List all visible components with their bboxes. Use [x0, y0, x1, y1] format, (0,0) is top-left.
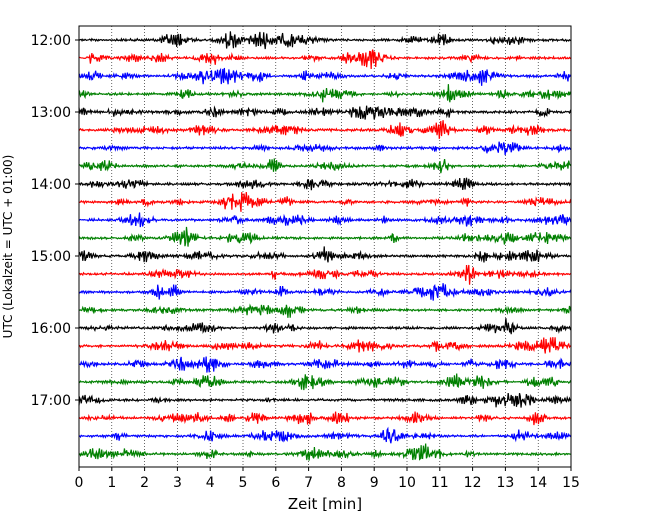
x-tick-label-10: 10: [398, 475, 416, 491]
trace-1545: [78, 303, 572, 318]
x-tick-label-5: 5: [239, 475, 248, 491]
x-axis-ticks: 0 1 2 3 4 5 6 7 8 9 10 11 12 13 14 15: [75, 467, 580, 491]
trace-1500: [78, 246, 572, 263]
trace-1430: [78, 212, 572, 228]
trace-1200: [78, 31, 572, 50]
trace-1245: [78, 84, 572, 103]
x-tick-label-8: 8: [337, 475, 346, 491]
trace-1315: [78, 120, 572, 139]
y-tick-label-1400: 14:00: [31, 177, 71, 193]
trace-1415: [78, 191, 572, 212]
y-tick-label-1700: 17:00: [31, 393, 71, 409]
y-axis-ticks: 12:00 13:00 14:00 15:00 16:00 17:00: [31, 33, 79, 409]
trace-1345: [78, 158, 572, 174]
x-tick-label-2: 2: [140, 475, 149, 491]
x-tick-label-11: 11: [431, 475, 449, 491]
trace-1730: [78, 426, 572, 444]
trace-1400: [78, 177, 572, 191]
trace-1515: [78, 264, 572, 285]
x-tick-label-4: 4: [206, 475, 215, 491]
x-tick-label-0: 0: [75, 475, 84, 491]
x-axis-title: Zeit [min]: [288, 495, 362, 513]
x-tick-label-7: 7: [304, 475, 313, 491]
traces: [78, 31, 572, 461]
trace-1645: [78, 373, 572, 391]
x-tick-label-15: 15: [562, 475, 580, 491]
trace-1300: [78, 105, 572, 120]
x-tick-label-14: 14: [529, 475, 547, 491]
x-tick-label-3: 3: [173, 475, 182, 491]
y-tick-label-1200: 12:00: [31, 33, 71, 49]
trace-1615: [78, 337, 572, 354]
trace-1600: [78, 318, 572, 335]
x-tick-label-1: 1: [107, 475, 116, 491]
trace-1215: [78, 49, 572, 69]
trace-1715: [78, 411, 572, 426]
trace-1445: [78, 226, 572, 247]
y-tick-label-1600: 16:00: [31, 321, 71, 337]
x-tick-label-9: 9: [370, 475, 379, 491]
y-axis-title: UTC (Lokalzeit = UTC + 01:00): [1, 155, 15, 339]
trace-1700: [78, 392, 572, 408]
trace-1330: [78, 141, 572, 156]
trace-1230: [78, 67, 572, 86]
trace-1630: [78, 356, 572, 373]
x-tick-label-12: 12: [464, 475, 482, 491]
plot-frame: [78, 25, 572, 468]
x-tick-label-13: 13: [496, 475, 514, 491]
x-tick-label-6: 6: [271, 475, 280, 491]
y-tick-label-1300: 13:00: [31, 105, 71, 121]
trace-1745: [78, 443, 572, 461]
y-tick-label-1500: 15:00: [31, 249, 71, 265]
trace-1530: [78, 283, 572, 301]
